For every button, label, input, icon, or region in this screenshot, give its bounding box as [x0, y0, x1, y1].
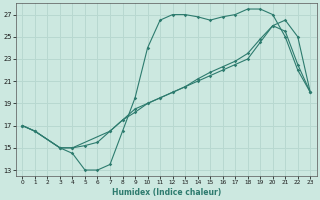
- X-axis label: Humidex (Indice chaleur): Humidex (Indice chaleur): [112, 188, 221, 197]
